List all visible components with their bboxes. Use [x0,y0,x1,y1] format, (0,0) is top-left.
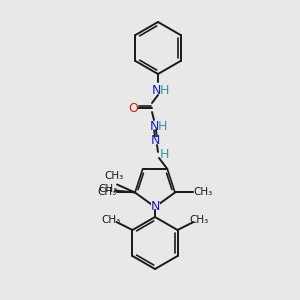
Text: N: N [150,200,160,214]
Text: N: N [149,119,159,133]
Text: CH₃: CH₃ [189,215,208,225]
Text: CH₃: CH₃ [98,188,117,197]
Text: O: O [128,101,138,115]
Bar [128,103,137,112]
Text: H: H [159,148,169,161]
Text: N: N [151,83,161,97]
Bar [151,85,169,94]
Text: CH₃: CH₃ [102,215,121,225]
Bar [159,151,167,159]
Bar [150,136,160,146]
Text: CH₃: CH₃ [104,172,124,182]
Bar [149,122,167,130]
Text: CH₃: CH₃ [98,184,118,194]
Bar [151,202,160,211]
Text: H: H [159,83,169,97]
Bar [103,175,125,182]
Text: H: H [157,119,167,133]
Text: N: N [150,134,160,148]
Text: CH₃: CH₃ [193,188,213,197]
